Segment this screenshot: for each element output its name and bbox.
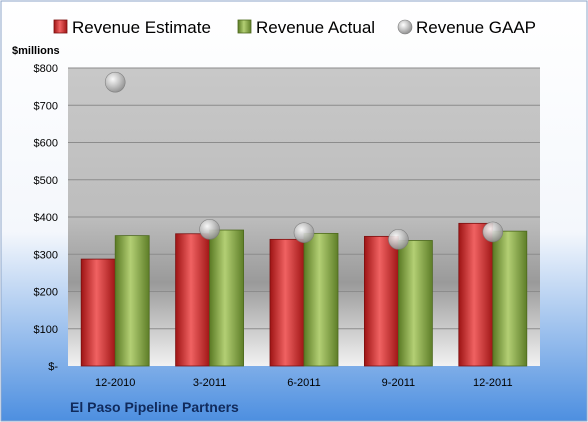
x-tick-label: 3-2011 [193,377,226,389]
x-tick-label: 12-2011 [473,377,513,389]
bar-revenue-actual [114,235,150,367]
y-tick-label: $- [48,361,58,373]
y-tick-label: $400 [34,212,58,224]
y-tick-label: $800 [34,63,58,75]
bar-revenue-actual [209,229,245,367]
gaap-markers [104,71,504,250]
marker-revenue-gaap [293,222,315,243]
x-tick-label: 6-2011 [287,377,320,389]
bar-revenue-actual [303,232,339,367]
marker-revenue-gaap [104,71,126,93]
x-tick-label: 12-2010 [95,377,135,389]
y-tick-label: $700 [34,100,58,112]
bar-revenue-estimate [175,233,211,367]
legend-swatch [237,19,252,34]
y-axis-label: $millions [12,45,60,57]
y-tick-label: $600 [34,138,58,150]
legend-swatch [53,19,68,34]
bar-revenue-estimate [363,235,399,367]
legend-label: Revenue Actual [256,18,375,37]
y-tick-label: $100 [34,324,58,336]
company-name: El Paso Pipeline Partners [70,399,239,415]
legend-label: Revenue Estimate [72,18,211,37]
marker-revenue-gaap [388,229,409,250]
legend: Revenue Estimate Revenue Actual Revenue GA… [53,18,536,37]
marker-revenue-gaap [482,221,504,243]
bars [80,222,528,367]
marker-revenue-gaap [199,218,220,240]
y-tick-label: $500 [34,175,58,187]
x-tick-label: 9-2011 [382,377,415,389]
bar-revenue-estimate [458,222,494,367]
bar-revenue-actual [492,230,528,367]
x-axis-ticks: 12-2010 3-2011 6-2011 9-2011 12-2011 [95,377,513,389]
bar-revenue-estimate [80,258,116,367]
y-tick-label: $300 [34,249,58,261]
bar-revenue-estimate [269,238,305,367]
y-axis-ticks: $- $100 $200 $300 $400 $500 $600 $700 $800 [34,63,59,373]
legend-swatch [397,19,413,35]
legend-label: Revenue GAAP [416,18,536,37]
y-tick-label: $200 [34,287,58,299]
bar-revenue-actual [397,240,433,367]
